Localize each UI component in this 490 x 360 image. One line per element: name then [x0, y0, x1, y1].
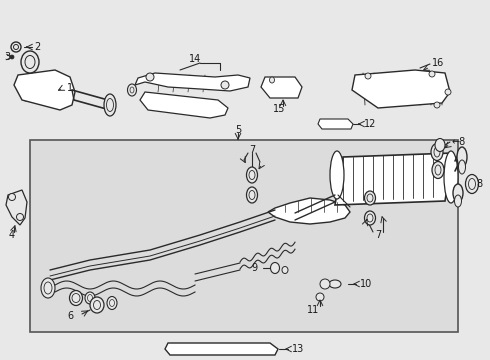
Polygon shape	[140, 92, 228, 118]
Text: 8: 8	[476, 179, 482, 189]
Polygon shape	[165, 343, 278, 355]
Circle shape	[316, 293, 324, 301]
Ellipse shape	[435, 165, 441, 175]
Polygon shape	[135, 73, 250, 91]
Ellipse shape	[459, 160, 466, 174]
Text: 2: 2	[34, 42, 40, 52]
Ellipse shape	[365, 211, 375, 225]
Ellipse shape	[330, 151, 344, 199]
Circle shape	[221, 81, 229, 89]
Text: 12: 12	[364, 119, 376, 129]
Ellipse shape	[41, 278, 55, 298]
Circle shape	[429, 71, 435, 77]
Circle shape	[17, 213, 24, 220]
Ellipse shape	[249, 171, 255, 180]
Ellipse shape	[72, 293, 80, 302]
Ellipse shape	[11, 42, 21, 52]
Ellipse shape	[457, 147, 467, 167]
Polygon shape	[6, 190, 27, 225]
Polygon shape	[261, 77, 302, 98]
Ellipse shape	[90, 297, 104, 313]
Ellipse shape	[94, 301, 100, 310]
Ellipse shape	[25, 55, 35, 68]
Ellipse shape	[88, 294, 93, 302]
Ellipse shape	[434, 147, 440, 157]
Ellipse shape	[329, 280, 341, 288]
Ellipse shape	[431, 144, 443, 161]
Circle shape	[8, 194, 16, 201]
Circle shape	[10, 55, 14, 59]
Ellipse shape	[444, 151, 458, 203]
Text: 15: 15	[273, 104, 285, 114]
Ellipse shape	[104, 94, 116, 116]
Text: 4: 4	[9, 230, 15, 240]
Ellipse shape	[365, 191, 375, 205]
Polygon shape	[14, 70, 75, 110]
Ellipse shape	[468, 179, 475, 189]
Ellipse shape	[453, 184, 463, 202]
Ellipse shape	[270, 262, 279, 274]
Bar	[30, 140, 458, 332]
Text: 10: 10	[360, 279, 372, 289]
Text: 13: 13	[292, 344, 304, 354]
Ellipse shape	[109, 300, 115, 306]
Polygon shape	[318, 119, 353, 129]
Circle shape	[434, 102, 440, 108]
Circle shape	[146, 73, 154, 81]
Ellipse shape	[21, 51, 39, 73]
Ellipse shape	[466, 175, 479, 194]
Text: 1: 1	[67, 83, 73, 93]
Text: 9: 9	[252, 263, 258, 273]
Text: ←8: ←8	[452, 137, 466, 147]
Circle shape	[445, 89, 451, 95]
Ellipse shape	[249, 190, 255, 199]
Circle shape	[320, 279, 330, 289]
Ellipse shape	[127, 84, 137, 96]
Ellipse shape	[106, 99, 114, 112]
Text: 7: 7	[249, 145, 255, 155]
Text: 16: 16	[432, 58, 444, 68]
Ellipse shape	[282, 266, 288, 274]
Ellipse shape	[44, 282, 52, 294]
Ellipse shape	[367, 194, 373, 202]
Ellipse shape	[367, 214, 373, 222]
Ellipse shape	[435, 139, 445, 152]
Ellipse shape	[107, 297, 117, 310]
Text: 14: 14	[189, 54, 201, 64]
Polygon shape	[352, 70, 450, 108]
Ellipse shape	[246, 167, 258, 183]
Ellipse shape	[130, 87, 134, 93]
Polygon shape	[335, 153, 453, 205]
Polygon shape	[268, 198, 350, 224]
Ellipse shape	[455, 195, 462, 207]
Circle shape	[365, 73, 371, 79]
Ellipse shape	[14, 45, 19, 50]
Text: 7: 7	[375, 230, 381, 240]
Ellipse shape	[432, 162, 444, 179]
Text: 6: 6	[67, 311, 73, 321]
Ellipse shape	[70, 291, 82, 306]
Text: 11: 11	[307, 305, 319, 315]
Text: 3: 3	[4, 52, 10, 62]
Ellipse shape	[246, 187, 258, 203]
Ellipse shape	[85, 292, 95, 304]
Ellipse shape	[270, 77, 274, 83]
Text: 5: 5	[235, 125, 241, 135]
